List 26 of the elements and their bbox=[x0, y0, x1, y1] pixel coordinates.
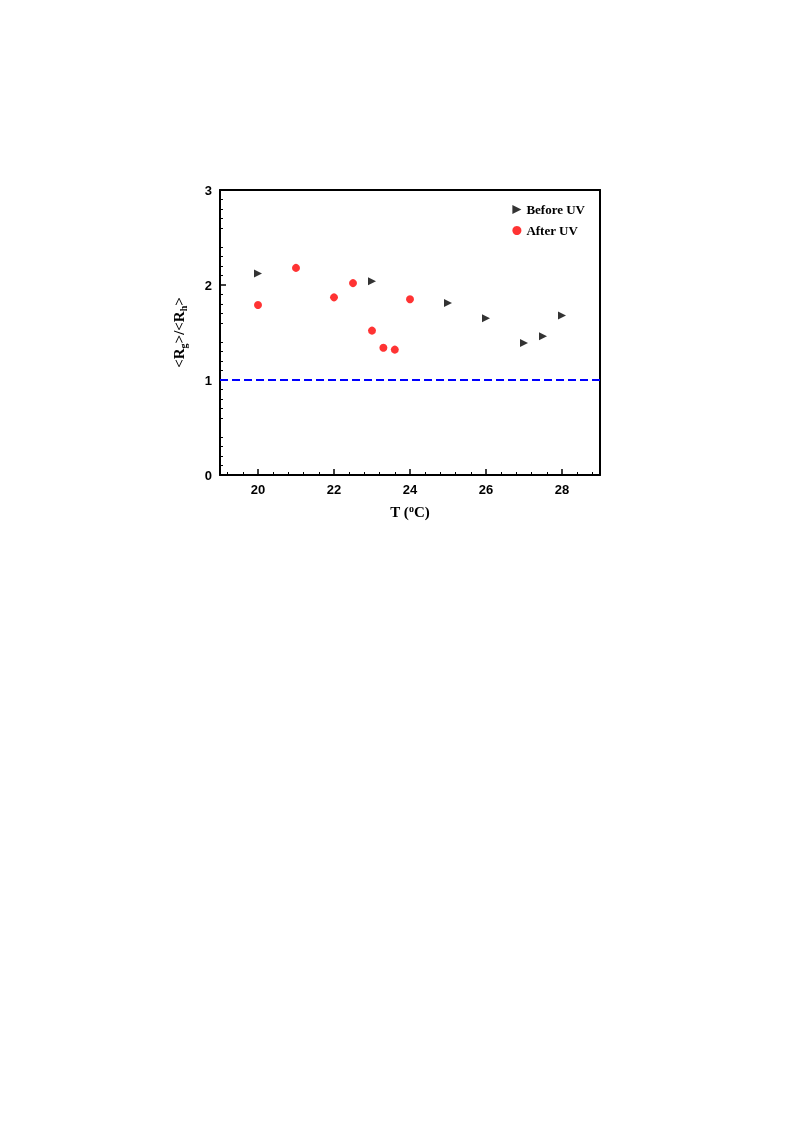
x-tick-label: 28 bbox=[554, 482, 570, 497]
point bbox=[406, 295, 414, 304]
point bbox=[368, 277, 376, 286]
x-tick-label: 26 bbox=[478, 482, 494, 497]
point bbox=[368, 326, 376, 335]
y-tick-label: 0 bbox=[204, 467, 212, 483]
x-tick-label: 24 bbox=[402, 482, 418, 497]
point bbox=[482, 314, 490, 323]
point bbox=[254, 300, 262, 309]
point bbox=[539, 332, 547, 341]
point bbox=[254, 269, 262, 278]
legend-label: After UV bbox=[526, 223, 579, 238]
point bbox=[444, 299, 452, 308]
x-tick-label: 22 bbox=[326, 482, 342, 497]
y-tick-label: 1 bbox=[204, 372, 212, 388]
y-tick-label: 3 bbox=[204, 182, 212, 198]
point bbox=[379, 343, 388, 352]
point bbox=[390, 345, 399, 354]
point bbox=[520, 338, 528, 347]
y-tick-label: 2 bbox=[204, 277, 212, 293]
point bbox=[349, 279, 357, 288]
point bbox=[292, 263, 300, 272]
x-tick-label: 20 bbox=[250, 482, 266, 497]
legend-label: Before UV bbox=[526, 202, 586, 217]
point bbox=[558, 311, 566, 320]
point bbox=[330, 293, 338, 302]
